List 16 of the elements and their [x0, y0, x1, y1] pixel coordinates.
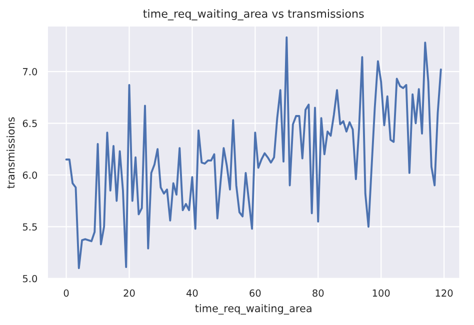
- x-tick-label: 40: [186, 289, 198, 297]
- x-axis-title: time_req_waiting_area: [195, 304, 312, 315]
- line-series: [65, 36, 442, 270]
- x-tick-label: 100: [372, 289, 390, 297]
- x-tick-label: 20: [124, 289, 135, 297]
- x-tick-label: 0: [64, 289, 69, 297]
- x-tick-label: 120: [436, 289, 453, 297]
- y-tick-label: 6.0: [22, 171, 38, 179]
- chart-title: time_req_waiting_area vs transmissions: [143, 9, 364, 20]
- y-tick-label: 6.5: [22, 120, 37, 128]
- y-tick-label: 7.0: [23, 68, 38, 76]
- x-tick-label: 60: [250, 289, 261, 297]
- x-tick-label: 80: [312, 289, 324, 297]
- y-tick-label: 5.5: [22, 223, 37, 231]
- y-tick-label: 5.0: [22, 274, 38, 282]
- y-axis-title: transmissions: [6, 117, 15, 188]
